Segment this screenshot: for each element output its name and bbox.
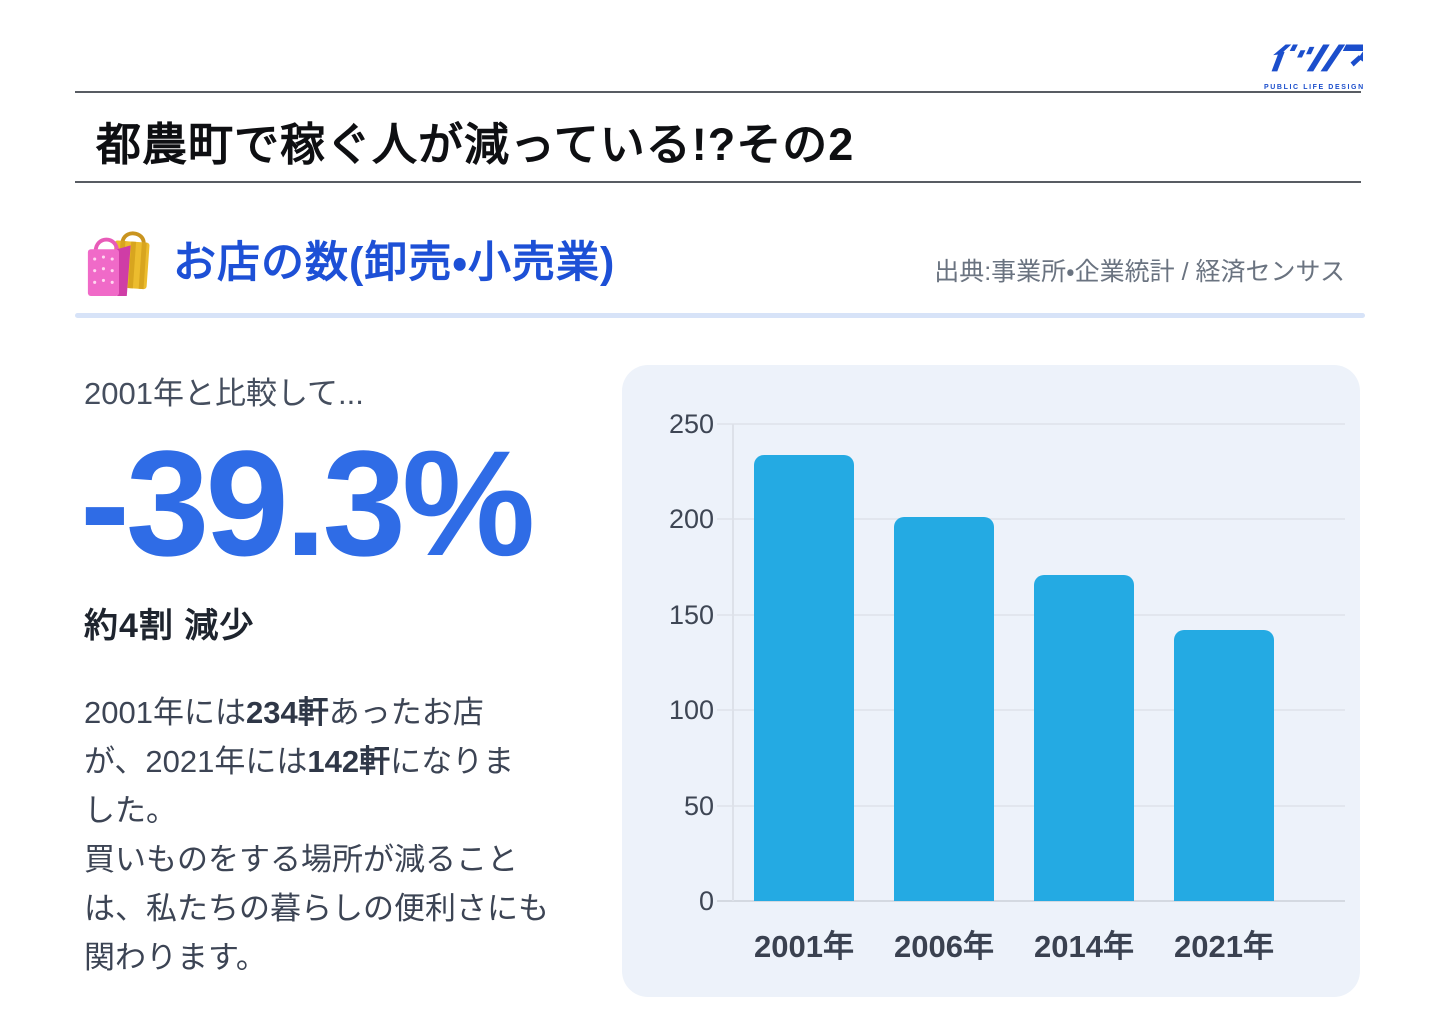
stat-big-number: -39.3% [80, 419, 535, 587]
chart-gridline [717, 709, 1345, 712]
chart-bar-2014年 [1034, 574, 1134, 901]
chart-y-tick-label: 150 [668, 599, 714, 630]
page-title: 都農町で稼ぐ人が減っている!?その2 [96, 119, 855, 170]
chart-y-tick-label: 100 [668, 695, 714, 726]
section-divider [75, 313, 1365, 318]
chart-gridline [717, 423, 1345, 425]
description-line: が、2021年には142軒になりま [84, 744, 515, 779]
chart-x-tick-label: 2014年 [1034, 929, 1134, 964]
itsunoma-logo-mark-icon [1271, 44, 1371, 72]
chart-gridline [717, 900, 1345, 902]
chart-bar-2001年 [754, 454, 854, 901]
chart-y-tick-label: 200 [668, 504, 714, 535]
chart-gridline [717, 518, 1345, 521]
section-title: お店の数(卸売・小売業) [173, 239, 616, 287]
chart-x-tick-label: 2001年 [754, 929, 854, 964]
logo: PUBLIC LIFE DESIGN [1264, 42, 1371, 91]
stat-sub-label: 約4割 減少 [84, 607, 255, 645]
description-text: 2001年には234軒あったお店 が、2021年には142軒になりま した。買いもの… [84, 688, 609, 982]
title-rule-top [75, 91, 1361, 93]
description-line: 買いものをする場所が減ること [84, 842, 518, 877]
source-text: 出典:事業所・企業統計 / 経済センサス [934, 258, 1345, 286]
chart-y-tick-label: 0 [698, 886, 714, 916]
chart-gridline [717, 804, 1345, 807]
stat-compare-label: 2001年と比較して... [84, 376, 364, 411]
chart-y-tick-label: 250 [668, 409, 714, 439]
description-line: 2001年には234軒あったお店 [84, 695, 484, 730]
chart-panel: 0 50 100 150 200 250 2001年 2006年 2014年 2021年 [622, 365, 1360, 997]
title-rule-bottom [75, 181, 1361, 183]
chart-bar-2006年 [894, 517, 994, 901]
description-line: した。 [84, 793, 177, 828]
chart-y-axis-line [732, 424, 734, 901]
chart-y-tick-label: 50 [683, 790, 714, 821]
chart-gridline [717, 613, 1345, 616]
logo-tagline: PUBLIC LIFE DESIGN [1264, 84, 1365, 91]
chart-x-tick-label: 2006年 [894, 929, 994, 964]
description-line: 関わります。 [84, 940, 267, 975]
chart-bar-2021年 [1174, 630, 1274, 901]
description-line: は、私たちの暮らしの便利さにも [84, 891, 549, 926]
shopping-bags-icon [84, 220, 154, 303]
chart-x-tick-label: 2021年 [1174, 929, 1274, 964]
